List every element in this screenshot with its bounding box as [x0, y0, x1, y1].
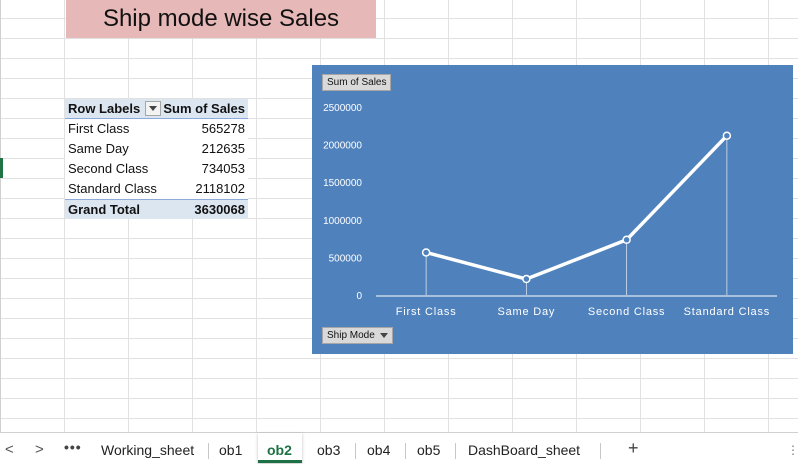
data-point: [722, 131, 732, 140]
chart-plot: 0 500000 1000000 1500000 2000000 2500000 First…: [323, 103, 777, 318]
pivot-table[interactable]: Row Labels Sum of Sales First Class 5652…: [65, 99, 248, 219]
pivot-row-label: First Class: [68, 121, 130, 136]
tab-dashboard-sheet[interactable]: DashBoard_sheet: [468, 442, 581, 458]
worksheet-grid[interactable]: Ship mode wise Sales Row Labels Sum of S…: [0, 0, 798, 432]
title-cell[interactable]: Ship mode wise Sales: [66, 0, 376, 38]
pivot-chart[interactable]: 0 500000 1000000 1500000 2000000 2500000 First…: [312, 65, 793, 354]
ship-mode-field-button[interactable]: Ship Mode: [322, 327, 393, 344]
scroll-tabs-left-button[interactable]: <: [5, 441, 14, 458]
grand-total-label: Grand Total: [68, 202, 140, 217]
chevron-down-icon: [379, 333, 388, 338]
x-tick-label: Standard Class: [684, 306, 770, 318]
page-title: Ship mode wise Sales: [102, 5, 340, 32]
row-labels-filter-button[interactable]: [145, 101, 161, 116]
y-tick-label: 2500000: [323, 103, 362, 114]
tab-ob1[interactable]: ob1: [219, 442, 243, 458]
pivot-grand-total-row[interactable]: Grand Total 3630068: [65, 199, 248, 219]
pivot-row-value: 2118102: [195, 181, 245, 196]
tab-divider: [355, 443, 356, 459]
pivot-header-row: Row Labels Sum of Sales: [65, 99, 248, 119]
y-tick-label: 500000: [329, 253, 363, 264]
row-labels-header: Row Labels: [68, 101, 141, 116]
x-tick-label: Second Class: [588, 306, 665, 318]
sheet-tab-bar: < > ••• Working_sheet ob1 ob2 ob3 ob4 ob…: [0, 432, 798, 464]
pivot-row-label: Same Day: [68, 141, 129, 156]
sum-of-sales-field-button[interactable]: Sum of Sales: [322, 74, 392, 91]
pivot-row[interactable]: Standard Class 2118102: [65, 179, 248, 199]
data-point: [421, 248, 431, 257]
tab-divider: [208, 443, 209, 459]
pivot-row-label: Second Class: [68, 161, 149, 176]
x-tick-label: Same Day: [497, 306, 555, 318]
pivot-row-value: 734053: [201, 161, 245, 176]
add-sheet-button[interactable]: +: [628, 438, 639, 458]
tab-options-icon[interactable]: ⋮: [787, 443, 798, 457]
tab-divider: [600, 443, 601, 459]
data-point: [522, 274, 531, 284]
series-line: [424, 133, 729, 281]
y-tick-label: 1000000: [323, 216, 362, 227]
pivot-row-value: 212635: [201, 141, 245, 156]
scroll-tabs-right-button[interactable]: >: [35, 441, 44, 458]
sum-of-sales-field-label: Sum of Sales: [327, 77, 387, 88]
active-tab-highlight: [258, 433, 302, 463]
active-row-marker: [0, 158, 3, 178]
y-tick-label: 1500000: [323, 178, 362, 189]
tab-divider: [405, 443, 406, 459]
pivot-row-value: 565278: [201, 121, 245, 136]
more-sheets-button[interactable]: •••: [64, 439, 82, 455]
tab-working-sheet[interactable]: Working_sheet: [101, 442, 195, 458]
grand-total-value: 3630068: [194, 202, 245, 217]
pivot-row[interactable]: First Class 565278: [65, 119, 248, 139]
pivot-row[interactable]: Second Class 734053: [65, 159, 248, 179]
y-tick-label: 0: [356, 291, 362, 302]
tab-divider: [455, 443, 456, 459]
tab-ob3[interactable]: ob3: [317, 442, 341, 458]
pivot-row[interactable]: Same Day 212635: [65, 139, 248, 159]
tab-ob4[interactable]: ob4: [367, 442, 391, 458]
data-point: [622, 235, 631, 245]
row-header-edge: [0, 0, 1, 432]
x-tick-label: First Class: [396, 306, 457, 318]
ship-mode-field-label: Ship Mode: [327, 330, 375, 341]
y-tick-label: 2000000: [323, 141, 362, 152]
pivot-row-label: Standard Class: [68, 181, 157, 196]
tab-ob5[interactable]: ob5: [417, 442, 441, 458]
sum-of-sales-header: Sum of Sales: [163, 101, 245, 116]
tab-ob2[interactable]: ob2: [267, 442, 292, 458]
